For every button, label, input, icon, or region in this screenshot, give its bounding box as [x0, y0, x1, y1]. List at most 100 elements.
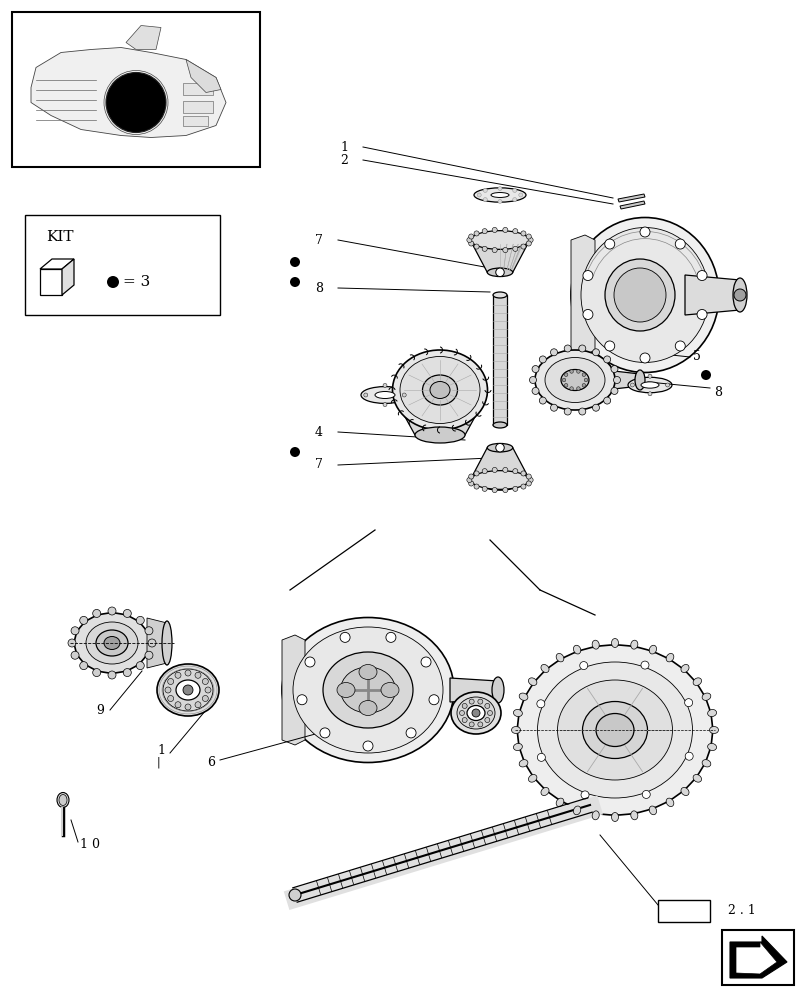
- Circle shape: [482, 246, 487, 251]
- Polygon shape: [40, 259, 74, 269]
- Circle shape: [536, 700, 544, 708]
- Text: 8: 8: [713, 386, 721, 399]
- Circle shape: [518, 193, 522, 197]
- Ellipse shape: [557, 680, 672, 780]
- Circle shape: [175, 702, 181, 708]
- Ellipse shape: [59, 794, 67, 805]
- Circle shape: [185, 704, 191, 710]
- Ellipse shape: [627, 377, 672, 393]
- Circle shape: [468, 241, 473, 246]
- Circle shape: [385, 632, 396, 642]
- Ellipse shape: [492, 292, 506, 298]
- Circle shape: [148, 639, 156, 647]
- Ellipse shape: [474, 188, 526, 202]
- Circle shape: [383, 383, 387, 387]
- Text: 2: 2: [340, 154, 347, 167]
- Ellipse shape: [693, 678, 701, 686]
- Circle shape: [569, 387, 573, 390]
- Text: 4: 4: [315, 426, 323, 438]
- Circle shape: [527, 477, 533, 483]
- Circle shape: [564, 408, 570, 415]
- Circle shape: [502, 467, 507, 473]
- Circle shape: [320, 728, 329, 738]
- Ellipse shape: [323, 652, 413, 728]
- Circle shape: [520, 244, 526, 249]
- Text: KIT: KIT: [46, 230, 74, 244]
- Bar: [492, 295, 506, 425]
- Circle shape: [202, 678, 208, 684]
- Circle shape: [569, 370, 573, 373]
- Ellipse shape: [591, 640, 599, 649]
- Circle shape: [579, 662, 587, 670]
- Circle shape: [123, 669, 131, 677]
- Ellipse shape: [491, 483, 508, 488]
- Bar: [182, 101, 212, 113]
- Circle shape: [145, 627, 152, 635]
- Circle shape: [468, 234, 473, 239]
- Circle shape: [401, 393, 406, 397]
- Ellipse shape: [450, 692, 500, 734]
- Circle shape: [613, 376, 620, 383]
- Polygon shape: [393, 395, 487, 435]
- Circle shape: [202, 696, 208, 702]
- Circle shape: [469, 722, 474, 727]
- Circle shape: [582, 271, 592, 281]
- Circle shape: [145, 651, 152, 659]
- Circle shape: [578, 345, 585, 352]
- Ellipse shape: [293, 627, 443, 753]
- Ellipse shape: [337, 682, 354, 698]
- Polygon shape: [604, 370, 639, 390]
- Polygon shape: [735, 942, 776, 974]
- Circle shape: [474, 231, 478, 236]
- Ellipse shape: [289, 889, 301, 901]
- Circle shape: [483, 198, 487, 202]
- Ellipse shape: [414, 427, 465, 443]
- Text: 2 . 1: 2 . 1: [727, 904, 755, 917]
- Bar: [12, 12, 260, 167]
- Ellipse shape: [163, 669, 212, 711]
- Circle shape: [459, 710, 464, 716]
- Circle shape: [497, 200, 501, 204]
- Circle shape: [564, 345, 570, 352]
- Polygon shape: [186, 60, 221, 93]
- Polygon shape: [449, 678, 497, 702]
- Ellipse shape: [570, 218, 718, 372]
- Circle shape: [512, 188, 516, 192]
- Circle shape: [497, 187, 501, 191]
- Circle shape: [185, 670, 191, 676]
- Bar: [182, 83, 212, 95]
- Ellipse shape: [430, 381, 449, 398]
- Ellipse shape: [380, 682, 398, 698]
- Circle shape: [733, 289, 745, 301]
- Text: = 3: = 3: [122, 275, 150, 289]
- Circle shape: [564, 373, 567, 377]
- Circle shape: [474, 471, 478, 476]
- Circle shape: [491, 227, 496, 233]
- Ellipse shape: [518, 760, 527, 767]
- Ellipse shape: [470, 471, 528, 489]
- Polygon shape: [684, 275, 739, 315]
- Polygon shape: [147, 618, 167, 668]
- Circle shape: [512, 198, 516, 202]
- Ellipse shape: [640, 382, 659, 388]
- Ellipse shape: [634, 370, 644, 390]
- Ellipse shape: [361, 387, 409, 403]
- Ellipse shape: [518, 693, 527, 700]
- Ellipse shape: [281, 617, 453, 762]
- Circle shape: [108, 671, 116, 679]
- Circle shape: [604, 341, 614, 351]
- Circle shape: [639, 353, 649, 363]
- Circle shape: [684, 752, 693, 760]
- Circle shape: [539, 397, 546, 404]
- Circle shape: [340, 632, 350, 642]
- Circle shape: [531, 387, 539, 394]
- Circle shape: [297, 695, 307, 705]
- Ellipse shape: [732, 278, 746, 312]
- Circle shape: [477, 699, 483, 704]
- Circle shape: [502, 247, 507, 253]
- Circle shape: [195, 672, 201, 678]
- Circle shape: [576, 387, 580, 390]
- Bar: [25, 215, 220, 315]
- Ellipse shape: [630, 811, 637, 820]
- Circle shape: [175, 672, 181, 678]
